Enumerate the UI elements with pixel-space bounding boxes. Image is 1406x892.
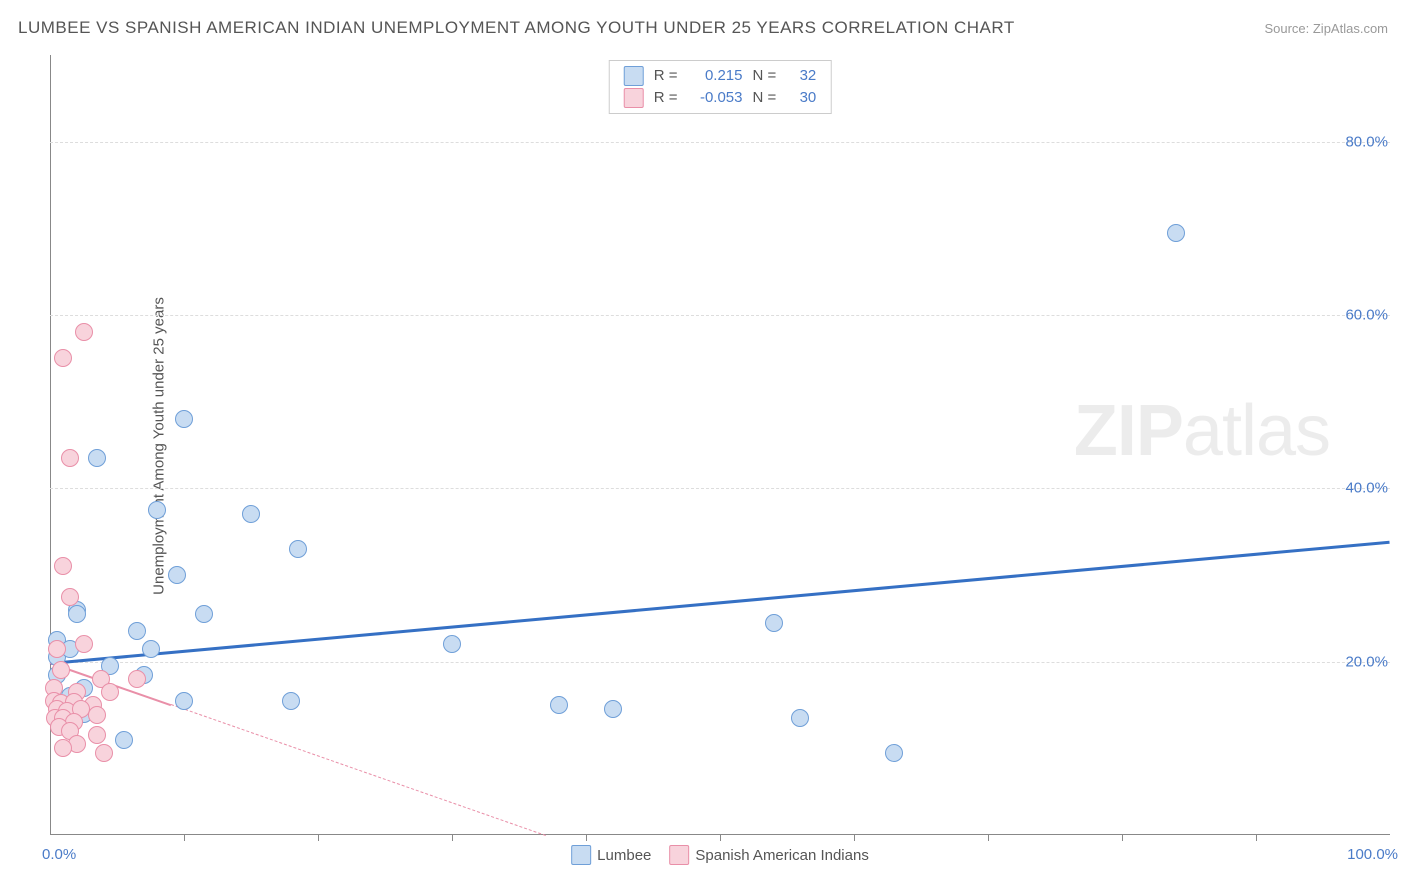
data-point: [75, 635, 93, 653]
data-point: [115, 731, 133, 749]
data-point: [54, 349, 72, 367]
data-point: [52, 661, 70, 679]
data-point: [88, 726, 106, 744]
data-point: [88, 449, 106, 467]
data-point: [791, 709, 809, 727]
n-label: N =: [753, 87, 777, 109]
grid-line: [50, 315, 1390, 316]
legend-swatch: [571, 845, 591, 865]
r-value: -0.053: [688, 87, 743, 109]
data-point: [68, 605, 86, 623]
data-point: [195, 605, 213, 623]
correlation-row: R = -0.053 N = 30: [624, 87, 817, 109]
data-point: [142, 640, 160, 658]
data-point: [282, 692, 300, 710]
x-tick: [184, 835, 185, 841]
data-point: [54, 557, 72, 575]
grid-line: [50, 488, 1390, 489]
x-tick: [720, 835, 721, 841]
data-point: [101, 683, 119, 701]
n-value: 30: [786, 87, 816, 109]
trend-line: [50, 540, 1390, 664]
correlation-legend: R = 0.215 N = 32 R = -0.053 N = 30: [609, 60, 832, 114]
y-tick-label: 60.0%: [1345, 307, 1392, 324]
scatter-plot: ZIPatlas R =0.215N =32R =-0.053N =30 0.0…: [50, 55, 1390, 835]
y-tick-label: 80.0%: [1345, 133, 1392, 150]
x-tick: [1122, 835, 1123, 841]
data-point: [765, 614, 783, 632]
data-point: [242, 505, 260, 523]
r-value: 0.215: [688, 65, 743, 87]
n-value: 32: [786, 65, 816, 87]
data-point: [88, 706, 106, 724]
y-tick-label: 20.0%: [1345, 653, 1392, 670]
grid-line: [50, 662, 1390, 663]
data-point: [148, 501, 166, 519]
watermark-rest: atlas: [1183, 391, 1330, 471]
data-point: [61, 449, 79, 467]
legend-swatch: [624, 88, 644, 108]
source-label: Source: ZipAtlas.com: [1264, 21, 1388, 36]
data-point: [175, 410, 193, 428]
series-legend: Lumbee Spanish American Indians: [571, 845, 869, 865]
trend-line: [170, 704, 546, 836]
data-point: [168, 566, 186, 584]
correlation-row: R = 0.215 N = 32: [624, 65, 817, 87]
x-tick: [452, 835, 453, 841]
chart-title: LUMBEE VS SPANISH AMERICAN INDIAN UNEMPL…: [18, 18, 1015, 38]
r-label: R =: [654, 65, 678, 87]
n-label: N =: [753, 65, 777, 87]
data-point: [550, 696, 568, 714]
legend-item: Lumbee: [571, 845, 651, 865]
data-point: [75, 323, 93, 341]
r-label: R =: [654, 87, 678, 109]
data-point: [885, 744, 903, 762]
data-point: [128, 622, 146, 640]
x-tick: [1256, 835, 1257, 841]
data-point: [289, 540, 307, 558]
data-point: [175, 692, 193, 710]
data-point: [128, 670, 146, 688]
legend-swatch: [624, 66, 644, 86]
x-tick: [988, 835, 989, 841]
data-point: [604, 700, 622, 718]
x-axis-end-label: 100.0%: [1347, 846, 1398, 863]
grid-line: [50, 142, 1390, 143]
legend-label: Lumbee: [597, 847, 651, 864]
legend-item: Spanish American Indians: [669, 845, 868, 865]
legend-swatch: [669, 845, 689, 865]
legend-label: Spanish American Indians: [695, 847, 868, 864]
watermark: ZIPatlas: [1074, 390, 1330, 472]
x-axis-start-label: 0.0%: [42, 846, 76, 863]
watermark-bold: ZIP: [1074, 391, 1183, 471]
x-tick: [586, 835, 587, 841]
data-point: [48, 640, 66, 658]
x-tick: [854, 835, 855, 841]
data-point: [61, 588, 79, 606]
data-point: [1167, 224, 1185, 242]
data-point: [443, 635, 461, 653]
data-point: [95, 744, 113, 762]
y-tick-label: 40.0%: [1345, 480, 1392, 497]
data-point: [54, 739, 72, 757]
x-tick: [318, 835, 319, 841]
